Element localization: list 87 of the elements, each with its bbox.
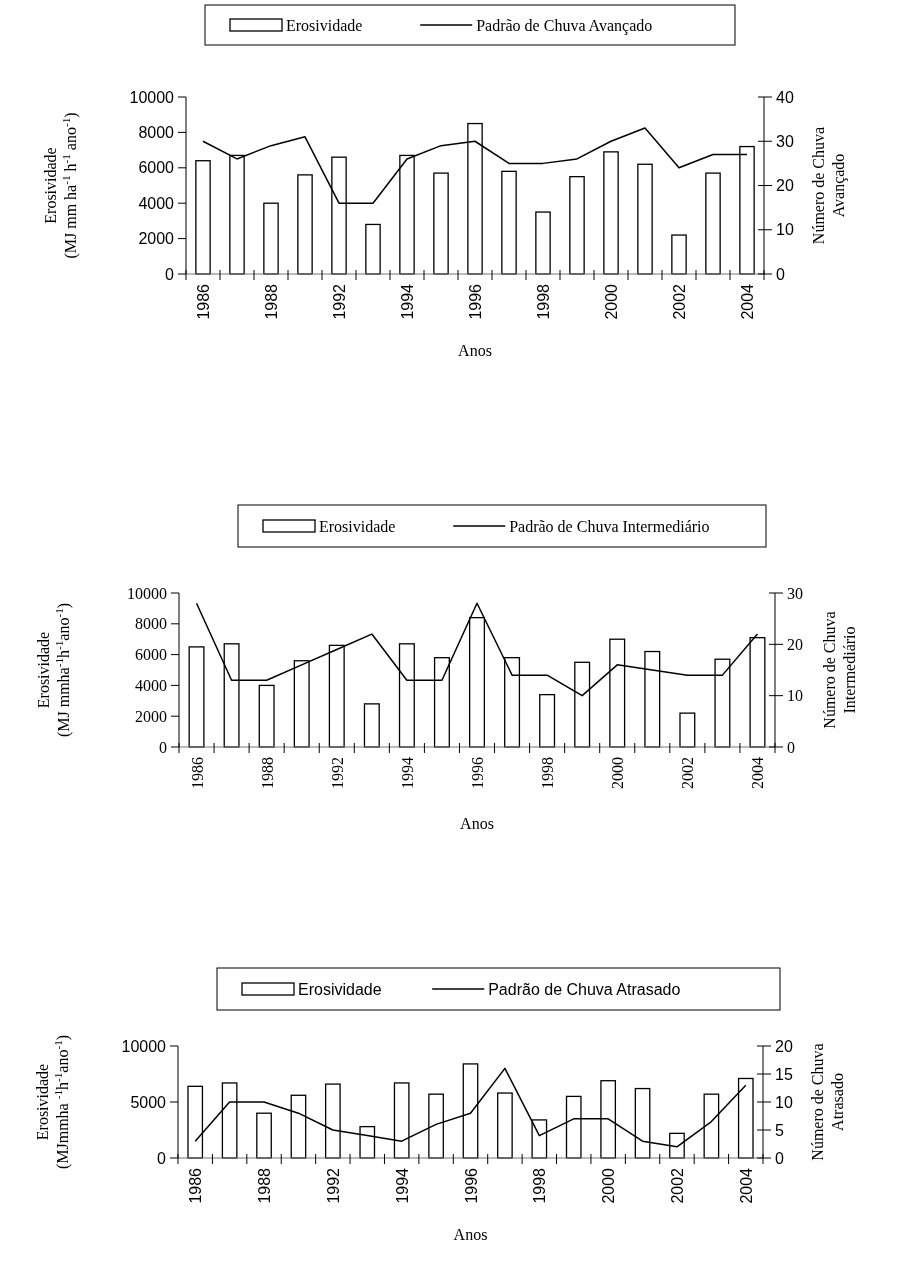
y2-tick-label: 0 [775, 1149, 784, 1167]
x-tick-label: 2004 [739, 283, 756, 320]
bar [256, 1112, 272, 1159]
y-tick-label: 10000 [129, 88, 175, 106]
y-tick-label: 2000 [138, 230, 175, 248]
y2-axis-title: Número de Chuva Intermediário [821, 611, 858, 729]
y-tick-label: 0 [165, 265, 175, 283]
y-tick-label: 0 [157, 1149, 167, 1167]
bar [365, 223, 381, 275]
bar [297, 174, 313, 275]
x-tick-label: 1988 [258, 757, 276, 789]
y2-tick-label: 10 [776, 221, 794, 239]
y-tick-label: 8000 [135, 615, 167, 633]
bar [258, 684, 275, 748]
y2-tick-label: 5 [775, 1121, 784, 1139]
legend-label: Erosividade [286, 16, 363, 34]
x-axis-title: Anos [458, 342, 492, 359]
x-tick-label: 2002 [671, 283, 688, 320]
y-tick-label: 0 [159, 738, 167, 756]
bar [671, 234, 687, 275]
y2-axis-title: Número de Chuva Atrasado [809, 1043, 846, 1161]
x-tick-label: 1988 [256, 1167, 274, 1204]
y2-tick-label: 20 [787, 635, 803, 653]
x-tick-label: 1998 [539, 757, 557, 789]
legend-label: Erosividade [319, 517, 396, 535]
bar [637, 163, 653, 275]
x-tick-label: 1998 [535, 283, 552, 320]
y-tick-label: 6000 [135, 646, 167, 664]
x-tick-label: 1992 [324, 1167, 342, 1204]
y2-axis-title: Número de Chuva Avançado [810, 126, 848, 245]
x-axis-title: Anos [453, 1226, 488, 1243]
x-tick-label: 1998 [531, 1167, 549, 1204]
legend-label: Erosividade [298, 980, 382, 998]
x-tick-label: 1986 [187, 1167, 205, 1204]
bar [188, 646, 205, 748]
y2-tick-label: 10 [775, 1093, 793, 1111]
x-tick-label: 2004 [737, 1167, 755, 1204]
y-tick-label: 10000 [127, 584, 167, 602]
x-tick-label: 1988 [263, 283, 280, 320]
y2-tick-label: 15 [775, 1065, 793, 1083]
bar [539, 693, 556, 748]
y2-tick-label: 0 [776, 265, 785, 283]
x-tick-label: 1996 [467, 283, 484, 320]
bar [603, 151, 619, 275]
bar [497, 1092, 513, 1159]
bar [363, 703, 380, 748]
x-tick-label: 1986 [195, 283, 212, 320]
y-tick-label: 2000 [135, 707, 167, 725]
legend-label: Padrão de Chuva Atrasado [488, 980, 681, 998]
bar [263, 202, 279, 275]
y-tick-label: 10000 [121, 1037, 167, 1055]
x-tick-label: 1996 [462, 1167, 480, 1204]
x-tick-label: 2000 [609, 757, 627, 789]
y2-tick-label: 40 [776, 88, 794, 106]
legend-label: Padrão de Chuva Avançado [476, 16, 653, 35]
bar [705, 172, 721, 275]
y2-tick-label: 20 [776, 177, 794, 195]
bar [501, 170, 517, 275]
x-tick-label: 2002 [679, 757, 697, 789]
x-tick-label: 1994 [393, 1167, 411, 1204]
bar [195, 160, 211, 275]
y2-tick-label: 30 [787, 584, 803, 602]
x-tick-label: 1994 [399, 283, 416, 320]
x-tick-label: 1994 [398, 757, 416, 789]
x-tick-label: 1992 [328, 757, 346, 789]
x-tick-label: 2004 [749, 757, 767, 789]
x-tick-label: 1996 [469, 757, 486, 789]
y2-tick-label: 10 [787, 687, 803, 705]
y2-tick-label: 30 [776, 132, 794, 150]
y-tick-label: 8000 [138, 124, 175, 141]
bar [433, 172, 449, 275]
x-axis-title: Anos [460, 815, 494, 832]
x-tick-label: 1986 [188, 757, 206, 789]
x-tick-label: 1992 [331, 283, 348, 320]
y2-tick-label: 20 [775, 1037, 793, 1055]
y-tick-label: 6000 [138, 159, 175, 177]
bar [535, 211, 551, 275]
x-tick-label: 2002 [668, 1167, 686, 1204]
bar [679, 712, 696, 748]
y-tick-label: 4000 [135, 677, 167, 694]
y2-tick-label: 0 [787, 738, 795, 756]
y-tick-label: 4000 [138, 194, 175, 212]
legend-label: Padrão de Chuva Intermediário [509, 517, 710, 535]
y-tick-label: 5000 [130, 1093, 167, 1111]
x-tick-label: 2000 [600, 1167, 618, 1204]
x-tick-label: 2000 [603, 283, 620, 320]
bar [569, 176, 585, 275]
